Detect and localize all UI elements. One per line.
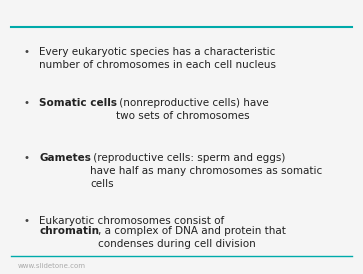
Text: www.slidetone.com: www.slidetone.com: [18, 262, 86, 269]
Text: (nonreproductive cells) have
two sets of chromosomes: (nonreproductive cells) have two sets of…: [116, 98, 268, 121]
Text: •: •: [23, 153, 29, 163]
Text: •: •: [23, 98, 29, 108]
Text: •: •: [23, 216, 29, 226]
Text: Somatic cells: Somatic cells: [39, 98, 117, 108]
Text: , a complex of DNA and protein that
condenses during cell division: , a complex of DNA and protein that cond…: [98, 226, 286, 249]
Text: Gametes: Gametes: [39, 153, 91, 163]
Text: chromatin: chromatin: [39, 226, 99, 236]
Text: (reproductive cells: sperm and eggs)
have half as many chromosomes as somatic
ce: (reproductive cells: sperm and eggs) hav…: [90, 153, 322, 189]
Text: •: •: [23, 47, 29, 57]
Text: Every eukaryotic species has a characteristic
number of chromosomes in each cell: Every eukaryotic species has a character…: [39, 47, 276, 70]
Text: Eukaryotic chromosomes consist of: Eukaryotic chromosomes consist of: [39, 216, 224, 239]
